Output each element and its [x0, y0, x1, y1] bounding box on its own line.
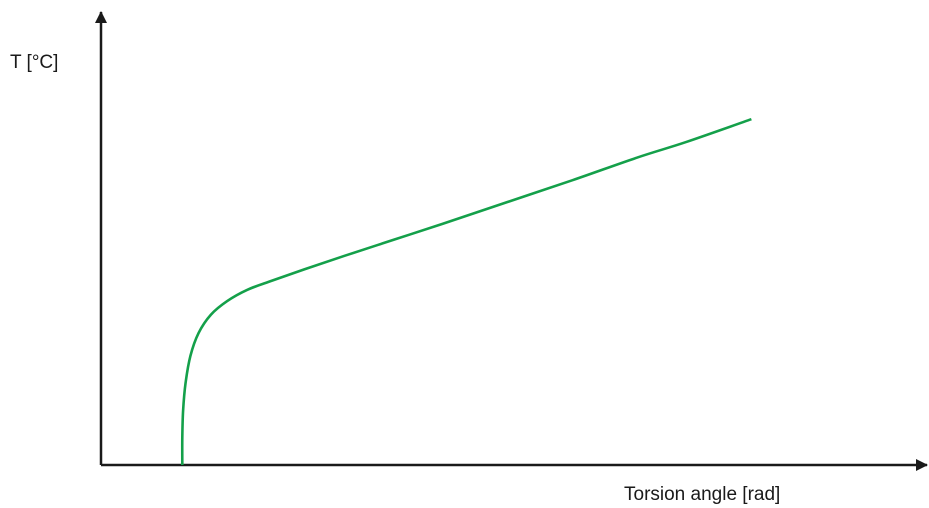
x-axis-label: Torsion angle [rad] — [624, 484, 780, 505]
y-axis-label: T [°C] — [10, 52, 58, 73]
series-line-0 — [180, 117, 752, 466]
series-layer — [180, 117, 752, 466]
